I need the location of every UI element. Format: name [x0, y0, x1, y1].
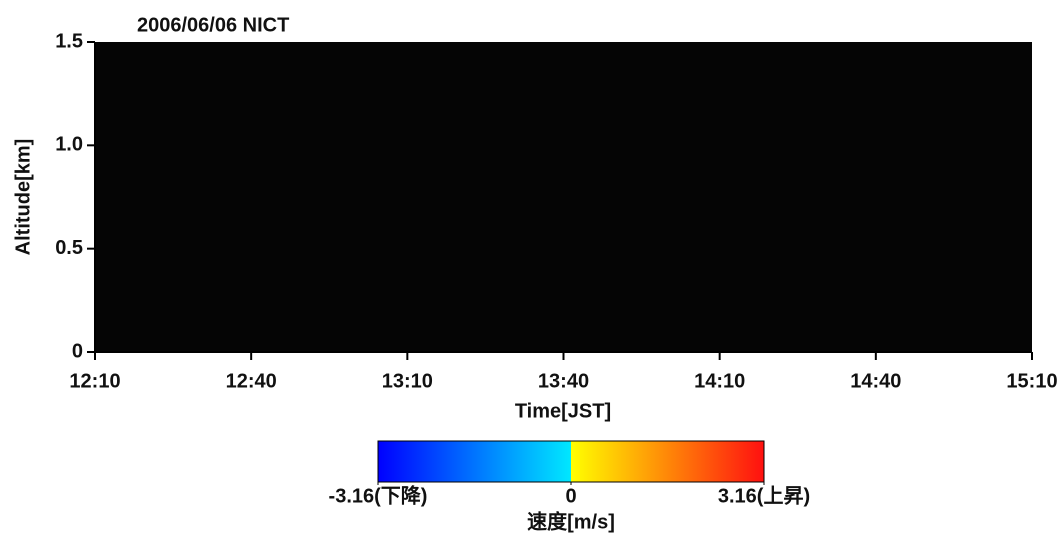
y-axis-label: Altitude[km] [12, 139, 34, 256]
x-axis-label: Time[JST] [515, 400, 611, 422]
chart-title: 2006/06/06 NICT [137, 14, 289, 36]
y-tick-label: 0 [72, 340, 83, 362]
colorbar [378, 441, 764, 482]
plot-area [95, 42, 1032, 352]
x-tick-label: 14:40 [850, 370, 901, 392]
x-tick-label: 13:10 [382, 370, 433, 392]
x-tick-label: 12:10 [69, 370, 120, 392]
x-tick-label: 12:40 [226, 370, 277, 392]
colorbar-tick-label: -3.16(下降) [329, 483, 428, 507]
y-tick-label: 1.0 [55, 134, 83, 156]
y-tick-label: 0.5 [55, 237, 83, 259]
x-tick-label: 15:10 [1006, 370, 1057, 392]
y-tick-label: 1.5 [55, 30, 83, 52]
colorbar-label: 速度[m/s] [527, 509, 615, 533]
colorbar-tick-label: 0 [565, 485, 576, 507]
x-tick-label: 14:10 [694, 370, 745, 392]
x-tick-label: 13:40 [538, 370, 589, 392]
colorbar-tick-label: 3.16(上昇) [718, 484, 810, 507]
